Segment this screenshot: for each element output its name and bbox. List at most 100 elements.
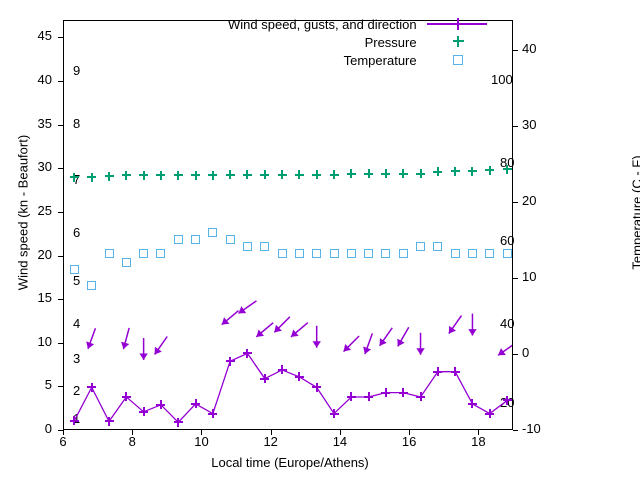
y-tick-label-left: 30	[37, 159, 52, 175]
y-tick-label-left: 25	[37, 202, 52, 218]
pressure-marker	[242, 170, 252, 180]
temperature-marker	[208, 227, 218, 237]
y-tick-label-left: 20	[37, 246, 52, 262]
y-tick-mark-right	[513, 278, 518, 280]
temperature-marker	[433, 242, 443, 252]
y-tick-mark-left	[58, 37, 63, 39]
y-axis-right-title: Temperature (C - F)	[629, 155, 640, 270]
wind-direction-arrow	[378, 327, 393, 347]
legend-label: Temperature	[343, 52, 417, 68]
wind-speed-marker	[87, 382, 97, 392]
wind-speed-marker	[346, 392, 356, 402]
y-tick-mark-left	[58, 255, 63, 257]
wind-direction-arrow	[497, 344, 512, 356]
wind-direction-arrow	[121, 327, 130, 350]
temperature-marker	[416, 242, 426, 252]
wind-speed-marker	[433, 367, 443, 377]
pressure-marker	[329, 170, 339, 180]
y-tick-label-left: 40	[37, 72, 52, 88]
wind-direction-arrow	[416, 332, 425, 355]
temperature-marker	[173, 234, 183, 244]
wind-speed-marker	[277, 365, 287, 375]
temperature-marker	[364, 249, 374, 259]
legend-entry: Temperature	[228, 51, 487, 69]
y-tick-mark-right	[513, 202, 518, 204]
pressure-marker	[121, 170, 131, 180]
wind-speed-marker	[121, 392, 131, 402]
x-tick-mark	[339, 430, 341, 435]
beaufort-label: 4	[73, 316, 81, 332]
pressure-marker	[485, 165, 495, 175]
wind-speed-marker	[329, 409, 339, 419]
temperature-marker	[502, 249, 512, 259]
temperature-marker	[69, 265, 79, 275]
legend-entry: Wind speed, gusts, and direction	[228, 15, 487, 33]
x-tick-label: 16	[401, 434, 417, 449]
plot-area	[63, 20, 513, 430]
temperature-marker	[104, 249, 114, 259]
y-tick-label-left: 45	[37, 28, 52, 44]
wind-speed-marker	[416, 392, 426, 402]
wind-speed-marker	[139, 407, 149, 417]
pressure-marker	[398, 169, 408, 179]
wind-speed-marker	[156, 400, 166, 410]
wind-speed-marker	[225, 356, 235, 366]
fahrenheit-label: 80	[500, 154, 515, 170]
pressure-marker	[208, 170, 218, 180]
wind-speed-marker	[312, 382, 322, 392]
wind-direction-arrow	[342, 335, 360, 353]
y-tick-mark-left	[58, 81, 63, 83]
wind-speed-marker	[364, 392, 374, 402]
x-tick-label: 10	[194, 434, 209, 449]
y-tick-label-right: 40	[522, 41, 537, 57]
pressure-marker	[139, 170, 149, 180]
legend: Wind speed, gusts, and direction Pressure…	[228, 15, 487, 69]
x-tick-mark	[270, 430, 272, 435]
wind-direction-arrow	[139, 338, 148, 360]
pressure-marker	[225, 170, 235, 180]
pressure-marker	[416, 169, 426, 179]
pressure-marker	[294, 170, 304, 180]
wind-direction-arrow	[448, 315, 463, 335]
x-tick-label: 14	[332, 434, 348, 449]
pressure-marker	[173, 170, 183, 180]
y-tick-mark-left	[58, 168, 63, 170]
temperature-marker	[450, 249, 460, 259]
pressure-marker	[104, 171, 114, 181]
wind-speed-marker	[260, 374, 270, 384]
y-tick-mark-right	[513, 50, 518, 52]
fahrenheit-label: 40	[500, 316, 515, 332]
temperature-marker	[121, 258, 131, 268]
wind-speed-marker	[173, 417, 183, 427]
wind-direction-arrow	[290, 322, 309, 338]
temperature-marker	[381, 249, 391, 259]
beaufort-label: 5	[73, 272, 81, 288]
beaufort-label: 6	[73, 224, 81, 240]
temperature-marker	[398, 249, 408, 259]
temperature-marker	[260, 242, 270, 252]
pressure-marker	[312, 170, 322, 180]
legend-key-temperature-icon	[427, 53, 487, 67]
wind-direction-arrow	[468, 313, 477, 336]
pressure-marker	[364, 169, 374, 179]
x-tick-mark	[63, 430, 64, 435]
beaufort-label: 7	[73, 172, 81, 188]
y-tick-mark-right	[513, 430, 518, 431]
y-tick-label-left: 15	[37, 290, 52, 306]
wind-speed-marker	[398, 388, 408, 398]
wind-speed-marker	[467, 399, 477, 409]
wind-speed-marker	[69, 416, 79, 426]
temperature-marker	[329, 249, 339, 259]
pressure-marker	[346, 169, 356, 179]
wind-speed-marker	[294, 372, 304, 382]
wind-direction-arrow	[255, 322, 274, 338]
wind-direction-arrow	[397, 326, 410, 347]
x-tick-label: 8	[128, 434, 136, 449]
pressure-marker	[69, 172, 79, 182]
y-tick-label-right: 20	[522, 193, 537, 209]
x-tick-label: 12	[263, 434, 278, 449]
y-tick-mark-left	[58, 386, 63, 388]
temperature-marker	[191, 234, 201, 244]
wind-direction-arrow	[86, 327, 97, 350]
y-tick-label-right: 10	[522, 269, 537, 285]
